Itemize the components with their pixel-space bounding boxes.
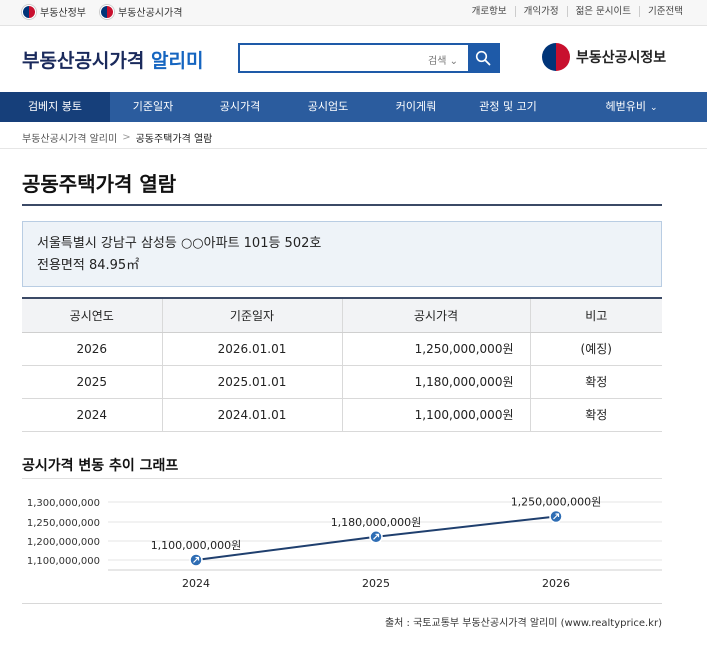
site-header: 부동산공시가격 알리미 검색 ⌄ 부동산공시정보 — [0, 26, 707, 92]
ministry-logo-text: 부동산공시정보 — [576, 50, 667, 66]
table-row: 2024 2024.01.01 1,100,000,000원 확정 — [22, 398, 662, 432]
table-row: 2025 2025.01.01 1,180,000,000원 확정 — [22, 365, 662, 399]
utility-bar: 부동산정부 부동산공시가격 개로항보 개익가정 젊은 문시이트 기준전택 — [0, 0, 707, 26]
nav-item-label: 헤벋유비 — [605, 100, 646, 113]
y-tick-label: 1,100,000,000 — [27, 556, 100, 567]
column-header: 공시가격 — [341, 298, 530, 333]
arrow-up-right-icon — [193, 556, 200, 563]
table-row: 2026 2026.01.01 1,250,000,000원 (예징) — [22, 332, 662, 366]
nav-item-4[interactable]: 공시엄도 — [284, 92, 372, 122]
gov-link-2[interactable]: 부동산공시가격 — [100, 4, 182, 19]
source-note: 출처 : 국토교통부 부동산공시가격 알리미 (www.realtyprice.… — [384, 618, 662, 629]
government-emblem-icon — [22, 4, 36, 19]
search-scope-select[interactable]: 검색 ⌄ — [428, 52, 458, 67]
nav-item-1[interactable]: 검베지 봉토 — [0, 92, 110, 122]
government-emblem-icon — [100, 4, 114, 19]
y-tick-label: 1,300,000,000 — [27, 498, 100, 509]
utility-links: 개로항보 개익가정 젊은 문시이트 기준전택 — [464, 6, 691, 17]
property-area: 전용면적 84.95㎡ — [37, 258, 140, 273]
taegeuk-emblem-icon — [542, 43, 570, 71]
site-logo[interactable]: 부동산공시가격 알리미 — [22, 46, 203, 73]
data-label: 1,250,000,000원 — [511, 496, 602, 509]
brand-main: 부동산공시가격 — [22, 50, 145, 72]
chevron-down-icon: ⌄ — [649, 103, 658, 113]
arrow-up-right-icon — [373, 533, 380, 540]
brand-accent: 알리미 — [151, 50, 204, 72]
cell-date: 2026.01.01 — [161, 332, 342, 366]
gov-link-2-label: 부동산공시가격 — [118, 8, 183, 19]
cell-date: 2025.01.01 — [161, 365, 342, 399]
title-underline — [22, 204, 662, 206]
nav-item-label: 기준일자 — [132, 100, 174, 113]
nav-item-label: 공시가격 — [219, 100, 261, 113]
search-box[interactable]: 검색 ⌄ — [238, 43, 500, 73]
divider — [22, 603, 662, 604]
page-title: 공동주택가격 열람 — [22, 172, 177, 196]
data-label: 1,100,000,000원 — [151, 539, 242, 552]
x-tick-label: 2026 — [542, 577, 570, 590]
price-table: 공시연도 기준일자 공시가격 비고 2026 2026.01.01 1,250,… — [22, 297, 662, 432]
gov-link-1-label: 부동산정부 — [40, 8, 86, 19]
divider — [22, 478, 662, 479]
utility-link[interactable]: 기준전택 — [639, 6, 691, 17]
x-tick-label: 2025 — [362, 577, 390, 590]
property-address: 서울특별시 강남구 삼성등 ○○아파트 101등 502호 — [37, 236, 322, 251]
y-tick-label: 1,250,000,000 — [27, 518, 100, 529]
ministry-logo[interactable]: 부동산공시정보 — [542, 43, 666, 71]
nav-item-7[interactable]: 헤벋유비 ⌄ — [556, 92, 707, 122]
data-label: 1,180,000,000원 — [331, 516, 422, 529]
price-trend-chart: 1,300,000,000 1,250,000,000 1,200,000,000 1… — [27, 496, 662, 590]
property-info-box: 서울특별시 강남구 삼성등 ○○아파트 101등 502호 전용면적 84.95… — [22, 221, 662, 287]
search-scope-label: 검색 — [428, 56, 447, 67]
breadcrumb-home[interactable]: 부동산공시가격 알리미 — [22, 134, 118, 145]
cell-date: 2024.01.01 — [161, 398, 342, 432]
nav-item-3[interactable]: 공시가격 — [196, 92, 284, 122]
cell-price: 1,250,000,000원 — [341, 332, 530, 366]
nav-item-label: 공시엄도 — [307, 100, 349, 113]
cell-year: 2024 — [22, 398, 162, 432]
utility-link[interactable]: 개로항보 — [471, 6, 507, 17]
nav-item-label: 커이게뤄 — [395, 100, 437, 113]
search-button[interactable] — [468, 45, 498, 71]
cell-price: 1,100,000,000원 — [341, 398, 530, 432]
nav-item-6[interactable]: 관정 및 고기 — [460, 92, 556, 122]
nav-item-2[interactable]: 기준일자 — [110, 92, 196, 122]
gov-link-1[interactable]: 부동산정부 — [22, 4, 86, 19]
utility-link[interactable]: 젊은 문시이트 — [566, 6, 639, 17]
nav-item-5[interactable]: 커이게뤄 — [372, 92, 460, 122]
cell-note: (예징) — [529, 332, 662, 366]
utility-link[interactable]: 개익가정 — [514, 6, 567, 17]
search-icon — [475, 50, 491, 66]
column-header: 공시연도 — [22, 298, 162, 333]
column-header: 비고 — [529, 298, 662, 333]
cell-note: 확정 — [529, 398, 662, 432]
column-header: 기준일자 — [161, 298, 342, 333]
nav-item-label: 관정 및 고기 — [479, 100, 537, 113]
y-tick-label: 1,200,000,000 — [27, 537, 100, 548]
x-tick-label: 2024 — [182, 577, 210, 590]
divider — [0, 148, 707, 149]
graph-title: 공시가격 변동 추이 그래프 — [22, 458, 179, 474]
chevron-right-icon: > — [122, 132, 131, 143]
cell-note: 확정 — [529, 365, 662, 399]
chevron-down-icon: ⌄ — [449, 56, 458, 67]
cell-year: 2026 — [22, 332, 162, 366]
breadcrumb: 부동산공시가격 알리미 > 공동주택가격 열람 — [22, 130, 212, 145]
nav-item-label: 검베지 봉토 — [27, 100, 83, 113]
cell-year: 2025 — [22, 365, 162, 399]
cell-price: 1,180,000,000원 — [341, 365, 530, 399]
breadcrumb-current: 공동주택가격 열람 — [135, 134, 213, 145]
table-header-row: 공시연도 기준일자 공시가격 비고 — [22, 298, 662, 333]
arrow-up-right-icon — [553, 513, 560, 520]
main-navigation: 검베지 봉토 기준일자 공시가격 공시엄도 커이게뤄 관정 및 고기 헤벋유비 ⌄ — [0, 92, 707, 122]
